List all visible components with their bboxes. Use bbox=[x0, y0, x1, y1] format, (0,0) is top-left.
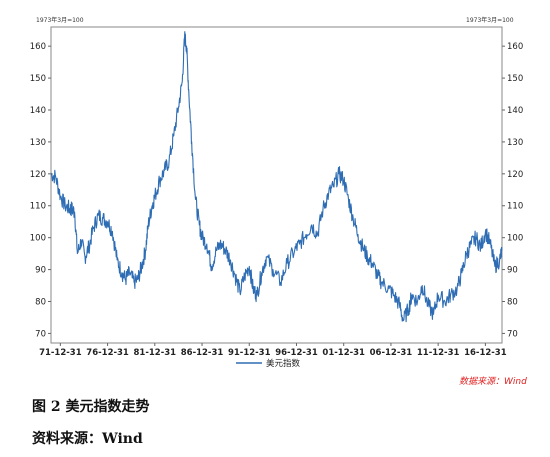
y-tick-label-right: 120 bbox=[507, 170, 523, 180]
y-tick-label-left: 100 bbox=[30, 234, 46, 244]
series-line-dollar-index bbox=[50, 31, 503, 323]
y-tick-label-right: 90 bbox=[507, 266, 518, 276]
x-axis: 71-12-31 76-12-31 81-12-31 86-12-31 91-12-31… bbox=[39, 343, 507, 358]
y-tick-label-left: 80 bbox=[35, 298, 46, 308]
y-tick-label-right: 140 bbox=[507, 106, 523, 116]
figure-title: 图 2 美元指数走势 bbox=[32, 399, 150, 415]
figure-source: 资料来源：Wind bbox=[32, 431, 143, 447]
plot-frame bbox=[50, 26, 503, 344]
x-tick-label: 11-12-31 bbox=[417, 348, 460, 358]
x-tick-label: 16-12-31 bbox=[464, 348, 507, 358]
unit-label-right: 1973年3月=100 bbox=[466, 16, 514, 24]
y-tick-label-left: 150 bbox=[30, 74, 46, 84]
y-tick-label-left: 110 bbox=[30, 202, 46, 212]
y-axis-left: 70 80 90 100 110 120 130 140 150 160 bbox=[30, 42, 51, 339]
y-tick-label-left: 70 bbox=[35, 329, 46, 339]
y-tick-label-left: 140 bbox=[30, 106, 46, 116]
y-tick-label-left: 160 bbox=[30, 42, 46, 52]
dollar-index-chart: 1973年3月=100 1973年3月=100 70 80 90 100 110 120 1… bbox=[30, 16, 527, 387]
y-tick-label-left: 130 bbox=[30, 138, 46, 148]
y-tick-label-right: 160 bbox=[507, 42, 523, 52]
x-tick-label: 86-12-31 bbox=[181, 348, 224, 358]
source-note: 数据来源：Wind bbox=[459, 376, 527, 387]
legend-label: 美元指数 bbox=[266, 358, 301, 369]
unit-label-left: 1973年3月=100 bbox=[36, 16, 84, 24]
x-tick-label: 96-12-31 bbox=[275, 348, 318, 358]
y-tick-label-right: 130 bbox=[507, 138, 523, 148]
x-tick-label: 06-12-31 bbox=[370, 348, 413, 358]
x-tick-label: 01-12-31 bbox=[322, 348, 365, 358]
x-tick-label: 91-12-31 bbox=[228, 348, 271, 358]
x-tick-label: 76-12-31 bbox=[86, 348, 129, 358]
y-axis-right: 70 80 90 100 110 120 130 140 150 160 bbox=[502, 42, 523, 339]
y-tick-label-right: 150 bbox=[507, 74, 523, 84]
y-tick-label-right: 110 bbox=[507, 202, 523, 212]
y-tick-label-right: 80 bbox=[507, 298, 518, 308]
y-tick-label-left: 90 bbox=[35, 266, 46, 276]
x-tick-label: 81-12-31 bbox=[134, 348, 177, 358]
y-tick-label-left: 120 bbox=[30, 170, 46, 180]
y-tick-label-right: 70 bbox=[507, 329, 518, 339]
x-tick-label: 71-12-31 bbox=[39, 348, 82, 358]
y-tick-label-right: 100 bbox=[507, 234, 523, 244]
